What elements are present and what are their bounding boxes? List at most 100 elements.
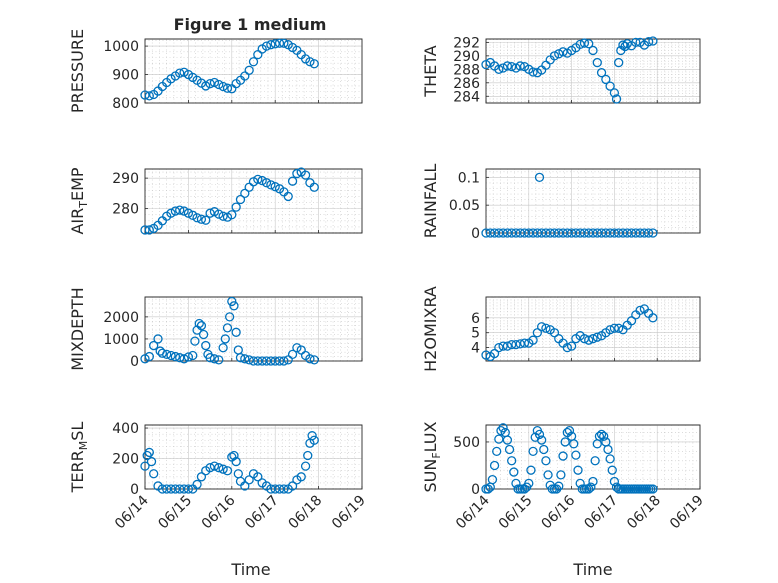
y-tick-label: 286 [453, 76, 480, 92]
data-point [541, 323, 551, 333]
data-point [222, 323, 233, 333]
data-point [235, 353, 246, 363]
axes-box [485, 38, 701, 104]
data-point [539, 444, 549, 455]
data-point [590, 456, 600, 466]
data-point [201, 340, 211, 351]
subplot-mixdepth: 0 1000 2000 MIXDEPTH [68, 287, 363, 371]
y-axis-label: MIXDEPTH [68, 287, 87, 370]
data-point [584, 39, 594, 49]
data-point [201, 215, 211, 225]
y-tick-label: 0.05 [449, 198, 480, 214]
data-point [198, 329, 209, 340]
data-point [144, 91, 154, 101]
data-point [205, 353, 215, 363]
data-point [584, 484, 594, 494]
data-series [140, 431, 319, 494]
data-point [601, 74, 611, 85]
data-point [170, 484, 181, 494]
x-tick-label: 06/14 [112, 492, 152, 532]
data-point [504, 444, 515, 455]
data-point [157, 484, 168, 494]
y-tick-label: 400 [112, 421, 139, 437]
y-tick-label: 5 [471, 326, 480, 342]
data-point [149, 469, 159, 479]
data-point [502, 435, 513, 445]
data-point [309, 435, 319, 445]
y-tick-label: 0 [130, 482, 139, 498]
data-point [300, 170, 311, 180]
data-point [496, 425, 506, 436]
y-tick-label: 2000 [103, 310, 139, 326]
data-series [481, 304, 658, 362]
y-tick-label: 200 [112, 452, 139, 468]
data-point [498, 341, 508, 351]
data-point [287, 176, 298, 186]
y-axis-label: AIRTEMP [68, 167, 90, 234]
data-point [144, 225, 154, 235]
data-point [292, 168, 302, 179]
data-point [534, 429, 545, 440]
axes-box [144, 168, 363, 234]
data-point [270, 182, 280, 192]
data-point [609, 476, 620, 487]
axes-box [144, 424, 363, 490]
data-point [229, 450, 239, 461]
data-point [592, 332, 602, 342]
data-point [566, 341, 577, 351]
data-point [179, 484, 189, 494]
data-point [609, 88, 620, 98]
x-tick-label: 06/16 [539, 492, 579, 532]
y-tick-label: 0 [471, 482, 480, 498]
data-point [569, 439, 579, 449]
data-point [502, 341, 513, 351]
data-point [528, 67, 538, 77]
data-point [603, 444, 613, 455]
data-series [481, 36, 658, 104]
x-tick-label: 06/19 [667, 493, 707, 533]
data-point [543, 470, 553, 480]
data-point [194, 318, 204, 329]
data-point [494, 434, 504, 444]
y-axis-label: PRESSURE [68, 29, 87, 113]
data-point [648, 484, 658, 494]
data-point [183, 208, 194, 218]
data-point [483, 484, 493, 494]
data-point [214, 79, 224, 90]
data-point [153, 334, 163, 344]
data-point [279, 484, 289, 494]
data-point [481, 350, 491, 360]
y-tick-label: 500 [453, 435, 480, 451]
data-point [498, 423, 508, 433]
data-point [253, 472, 263, 482]
data-point [558, 451, 568, 461]
data-point [274, 38, 285, 48]
data-point [307, 431, 317, 441]
data-point [592, 57, 602, 68]
y-tick-label: 290 [112, 171, 139, 187]
data-point [253, 49, 263, 60]
data-point [309, 355, 319, 365]
y-tick-label: 800 [112, 96, 139, 112]
x-tick-label: 06/14 [453, 492, 493, 532]
data-point [622, 39, 632, 49]
subplot-terr-msl: 06/14 06/15 06/16 06/17 06/18 06/19 0 200 400 TER… [68, 421, 369, 532]
y-tick-label: 0 [471, 226, 480, 242]
data-point [274, 484, 285, 494]
data-point [292, 343, 302, 353]
data-point [596, 68, 607, 78]
y-tick-label: 4 [471, 341, 480, 357]
y-tick-label: 290 [453, 49, 480, 65]
data-point [507, 456, 517, 466]
data-point [536, 322, 547, 332]
x-axis-labels: Time Time [230, 560, 612, 579]
data-point [571, 450, 581, 460]
data-point [224, 312, 235, 322]
data-point [205, 79, 215, 89]
data-series [481, 423, 658, 494]
data-point [605, 325, 615, 335]
data-point [494, 342, 504, 353]
data-point [218, 464, 228, 474]
